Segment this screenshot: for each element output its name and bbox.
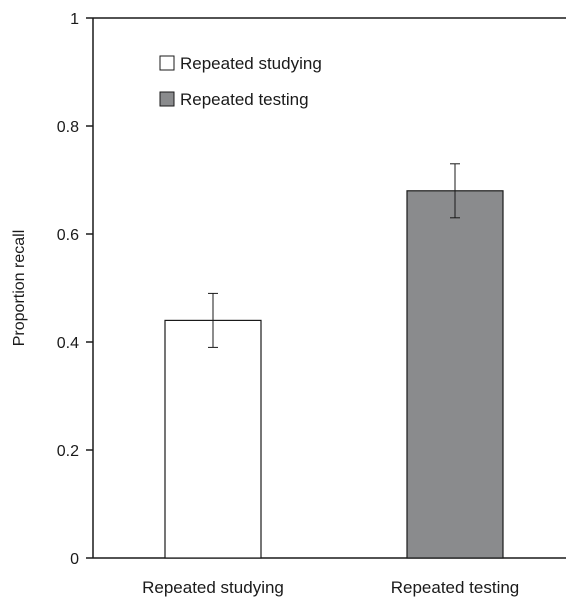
y-tick-label: 0 <box>70 551 79 568</box>
y-axis-label: Proportion recall <box>11 230 28 347</box>
y-tick-label: 0.8 <box>57 119 79 136</box>
y-ticks: 0 0.2 0.4 0.6 0.8 1 <box>57 11 93 568</box>
bar-repeated-testing <box>406 190 504 559</box>
y-tick-label: 0.2 <box>57 443 79 460</box>
legend-swatch-repeated-testing <box>159 91 175 107</box>
category-label-repeated-testing: Repeated testing <box>391 578 520 597</box>
legend-label-repeated-studying: Repeated studying <box>180 54 322 73</box>
y-tick-label: 0.6 <box>57 227 79 244</box>
y-tick-label: 0.4 <box>57 335 79 352</box>
y-tick-label: 1 <box>70 11 79 28</box>
category-label-repeated-studying: Repeated studying <box>142 578 284 597</box>
legend-swatch-repeated-studying <box>159 55 175 71</box>
legend: Repeated studying Repeated testing <box>159 54 322 109</box>
bars <box>164 190 504 559</box>
bar-repeated-studying <box>164 319 262 559</box>
legend-label-repeated-testing: Repeated testing <box>180 90 309 109</box>
category-labels: Repeated studying Repeated testing <box>142 578 519 597</box>
error-bars <box>208 163 460 348</box>
